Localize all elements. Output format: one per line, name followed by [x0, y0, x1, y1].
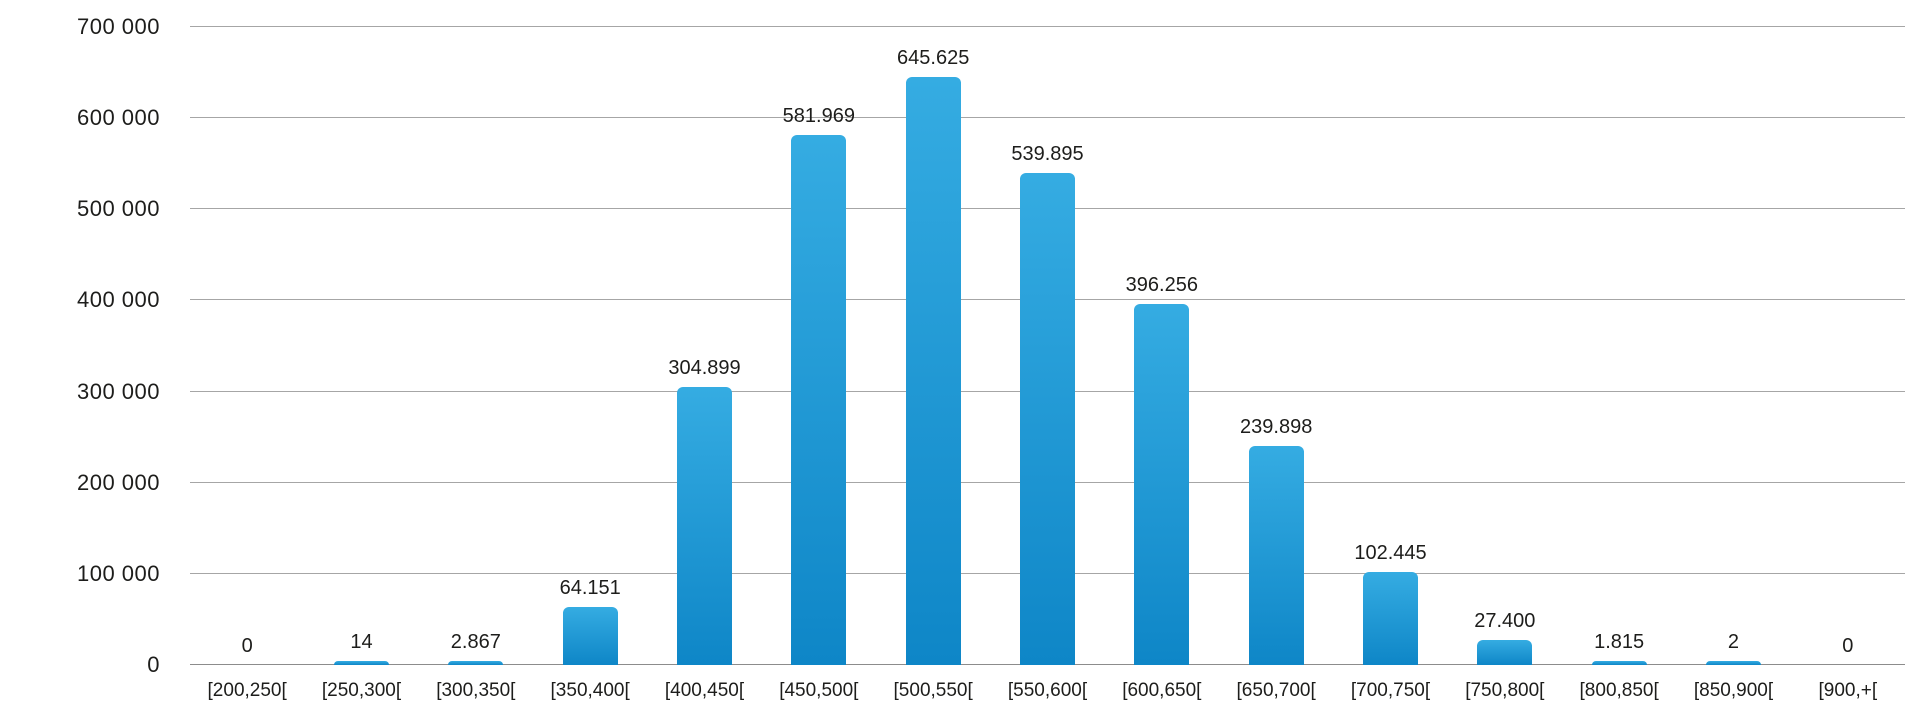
x-tick-label: [900,+[ [1818, 680, 1878, 701]
value-label: 539.895 [1011, 142, 1084, 165]
y-tick-label: 700 000 [76, 14, 160, 39]
value-label: 396.256 [1125, 273, 1198, 296]
bar [791, 134, 847, 665]
x-tick-label: [350,400[ [550, 680, 630, 701]
gridline [190, 26, 1905, 27]
bar-column: 2.867 [419, 27, 533, 665]
x-tick-label: [400,450[ [664, 680, 745, 701]
bar-column: 304.899 [647, 27, 761, 665]
value-label: 645.625 [897, 46, 970, 69]
value-label: 14 [350, 631, 373, 653]
y-tick-label: 300 000 [76, 378, 160, 404]
bar-column: 0 [1791, 27, 1905, 665]
bar [1362, 571, 1418, 665]
x-tick-label: [600,650[ [1122, 680, 1202, 701]
bar-column: 14 [304, 27, 418, 665]
bar-column: 645.625 [876, 27, 990, 665]
value-label: 27.400 [1474, 610, 1536, 633]
bar [1705, 661, 1761, 665]
x-tick-label: [800,850[ [1579, 680, 1659, 701]
y-tick-label: 600 000 [76, 105, 160, 131]
bar [905, 76, 961, 665]
y-axis-labels: 0 100 000 200 000 300 000 400 000 500 000 600 … [0, 14, 160, 677]
plot-area: 0 14 2.867 64.151 304.899 581.969 645.625 539.8… [190, 26, 1905, 665]
x-tick-label: [200,250[ [207, 680, 287, 701]
value-label: 2 [1727, 631, 1740, 653]
value-label: 581.969 [782, 104, 855, 127]
bar-column: 102.445 [1333, 27, 1447, 665]
x-tick-label: [700,750[ [1350, 680, 1431, 701]
x-tick-label: [650,700[ [1236, 680, 1316, 701]
y-tick-label: 0 [147, 652, 160, 677]
bar [1134, 303, 1190, 665]
x-tick-label: [750,800[ [1465, 680, 1545, 701]
value-label: 0 [241, 635, 253, 657]
value-label: 239.898 [1240, 416, 1313, 439]
bar-column: 396.256 [1105, 27, 1219, 665]
y-tick-label: 400 000 [76, 287, 160, 313]
x-tick-label: [250,300[ [321, 680, 402, 701]
y-tick-label: 200 000 [76, 469, 160, 495]
y-tick-label: 500 000 [76, 196, 160, 222]
bar [1019, 172, 1075, 665]
bar-column: 581.969 [762, 27, 876, 665]
x-tick-label: [550,600[ [1007, 680, 1088, 701]
x-tick-label: [500,550[ [893, 680, 973, 701]
bar-column: 64.151 [533, 27, 647, 665]
value-label: 0 [1842, 635, 1854, 657]
bar-column: 539.895 [990, 27, 1104, 665]
bar-column: 0 [190, 27, 304, 665]
x-tick-label: [300,350[ [436, 680, 516, 701]
value-label: 2.867 [450, 631, 501, 653]
bar [1477, 640, 1533, 665]
x-axis-labels: [200,250[ [250,300[ [300,350[ [350,400[ [400… [190, 680, 1905, 710]
bar-column: 2 [1676, 27, 1790, 665]
bar [1248, 446, 1304, 665]
bar [676, 387, 732, 665]
bar-column: 27.400 [1448, 27, 1562, 665]
bar [333, 661, 389, 665]
y-tick-label: 100 000 [76, 560, 160, 586]
bar-column: 1.815 [1562, 27, 1676, 665]
bar-column: 239.898 [1219, 27, 1333, 665]
value-label: 1.815 [1594, 631, 1645, 653]
value-label: 102.445 [1354, 541, 1427, 564]
bar [448, 661, 504, 665]
x-tick-label: [850,900[ [1693, 680, 1774, 701]
x-tick-label: [450,500[ [779, 680, 859, 701]
bar [562, 606, 618, 665]
value-label: 304.899 [668, 357, 741, 380]
gridline [190, 117, 1905, 119]
value-label: 64.151 [559, 576, 621, 599]
bar [1591, 661, 1647, 665]
